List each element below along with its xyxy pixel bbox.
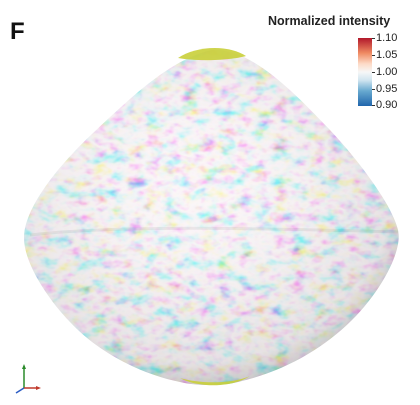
colorbar-tick-label: 0.90 xyxy=(376,99,398,111)
rim-highlight-top xyxy=(178,47,246,61)
panel-letter: F xyxy=(10,18,25,45)
colorbar-tick-label: 0.95 xyxy=(376,83,398,95)
colorbar-tickmark xyxy=(372,38,375,39)
colorbar-tick-label: 1.00 xyxy=(376,66,398,78)
colorbar-tickmark xyxy=(372,105,375,106)
colorbar-tickmark xyxy=(372,89,375,90)
colorbar-tick-label: 1.05 xyxy=(376,49,398,61)
colorbar-tickmark xyxy=(372,72,375,73)
asteroid-body xyxy=(24,49,399,386)
colorbar-tickmark xyxy=(372,55,375,56)
xyz-axis-icon xyxy=(15,364,41,394)
rim-highlight-bottom xyxy=(180,376,250,386)
colorbar-gradient xyxy=(358,38,372,106)
colorbar-tick-label: 1.10 xyxy=(376,32,398,44)
colorbar-title: Normalized intensity xyxy=(268,14,391,28)
